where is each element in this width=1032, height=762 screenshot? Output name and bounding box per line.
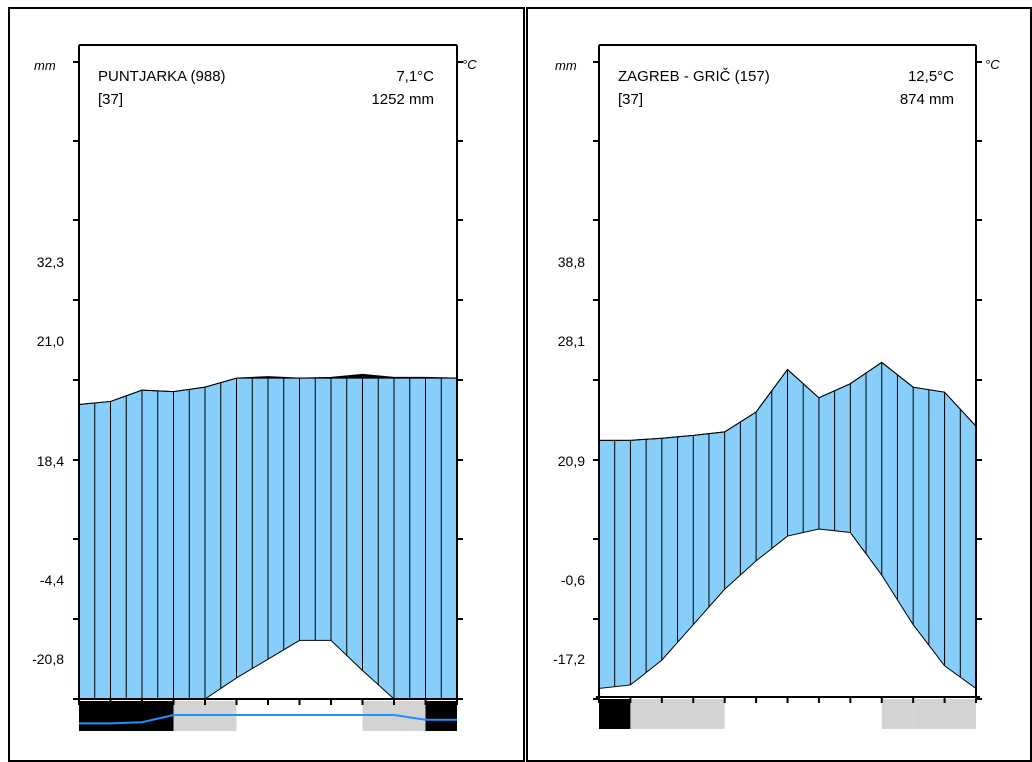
frost-month-3: [661, 699, 694, 729]
climate-diagram-puntjarka: mm °C PUNTJARKA (988) [37] 7,1°C 1252 mm…: [32, 44, 477, 731]
axis-label: -0,6: [561, 572, 585, 588]
min-temperature-curve: [79, 714, 457, 725]
frost-bar: [79, 701, 457, 731]
axis-label: 28,1: [558, 333, 585, 349]
mean-temperature: 7,1°C: [396, 68, 434, 85]
left-unit-label: mm: [34, 58, 56, 73]
panel-frame-right: [526, 7, 1032, 762]
frost-bar: [599, 699, 976, 729]
years-count: [37]: [98, 91, 123, 108]
axis-label: 20,9: [558, 453, 585, 469]
annual-precipitation: 874 mm: [900, 91, 954, 108]
right-unit-label: °C: [462, 57, 477, 72]
station-name: PUNTJARKA (988): [98, 68, 226, 85]
precipitation-line: [599, 361, 977, 441]
frost-month-12: [944, 699, 976, 729]
frost-month-11: [913, 699, 945, 729]
frost-month-2: [630, 699, 662, 729]
annual-precipitation: 1252 mm: [371, 91, 434, 108]
frost-month-10: [881, 699, 914, 729]
axis-label: -20,8: [32, 651, 64, 667]
frost-month-2: [110, 701, 142, 731]
frost-month-1: [79, 701, 111, 731]
frost-month-12: [425, 701, 457, 731]
hatch-lines: [94, 378, 442, 699]
mean-temperature: 12,5°C: [908, 68, 954, 85]
axis-label: -17,2: [553, 651, 585, 667]
axis-label: 18,4: [37, 453, 64, 469]
panel-frame-left: [8, 7, 525, 762]
left-unit-label: mm: [555, 58, 577, 73]
station-name: ZAGREB - GRIČ (157): [618, 68, 770, 85]
right-unit-label: °C: [985, 57, 1000, 72]
hatch-lines: [614, 362, 961, 687]
axis-label: 38,8: [558, 254, 585, 270]
axis-label: 21,0: [37, 333, 64, 349]
frost-month-4: [693, 699, 725, 729]
axes: [593, 44, 982, 703]
axes: [73, 44, 463, 705]
precipitation-line: [78, 373, 458, 405]
years-count: [37]: [618, 91, 643, 108]
axis-label: -4,4: [40, 572, 64, 588]
climate-diagram-zagreb: mm °C ZAGREB - GRIČ (157) [37] 12,5°C 87…: [553, 44, 1000, 729]
axis-label: 32,3: [37, 254, 64, 270]
frost-month-1: [599, 699, 631, 729]
